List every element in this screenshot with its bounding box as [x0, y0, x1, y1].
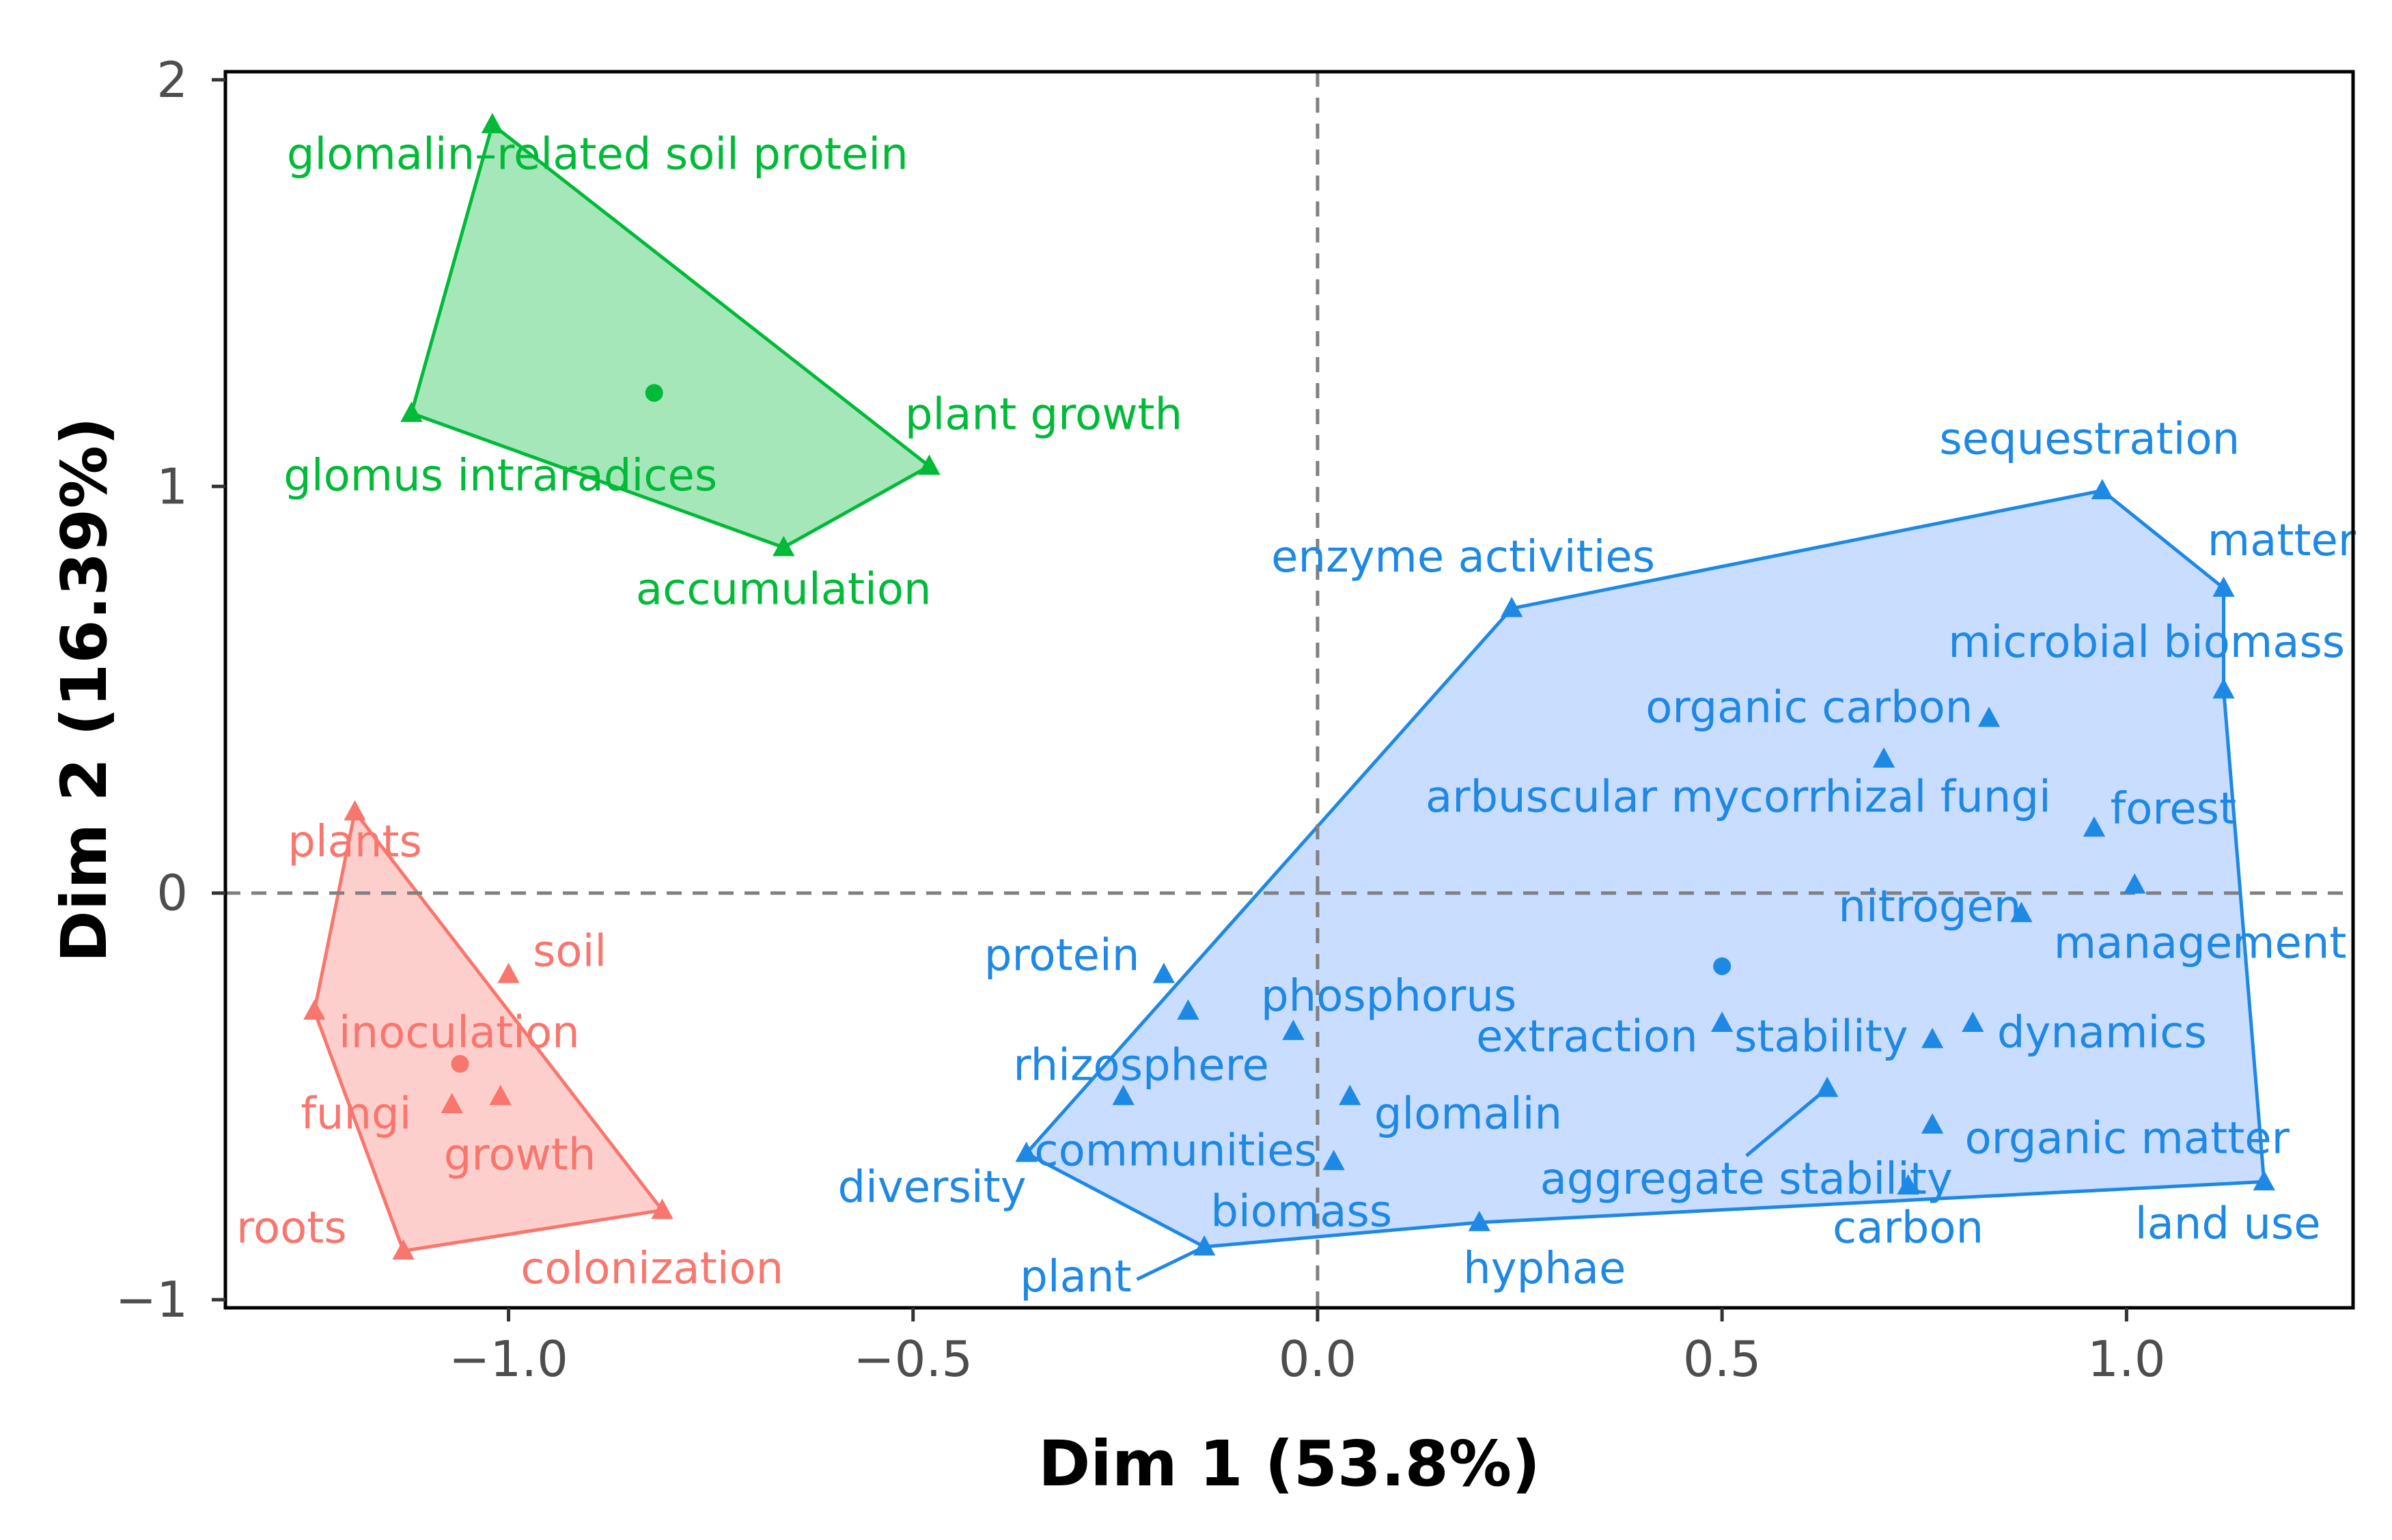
cluster-2-centroid — [645, 384, 663, 402]
point-label-soil: soil — [533, 927, 607, 977]
point-label-arbuscular-mycorrhizal-fungi: arbuscular mycorrhizal fungi — [1426, 772, 2051, 822]
point-label-organic-matter: organic matter — [1964, 1113, 2290, 1164]
point-marker-management — [2010, 901, 2033, 923]
point-label-nitrogen: nitrogen — [1838, 882, 2021, 932]
plot-panel-border — [223, 70, 2355, 1310]
point-marker-nitrogen — [2124, 873, 2146, 894]
point-label-hyphae: hyphae — [1463, 1244, 1626, 1294]
point-label-glomalin-related-soil-protein: glomalin–related soil protein — [287, 130, 908, 180]
point-marker-land-use — [2253, 1170, 2275, 1191]
point-labels: plants soil inoculation fungi growth coloniza… — [236, 130, 2356, 1302]
x-tick-label: 0.0 — [1279, 1330, 1357, 1388]
point-label-stability: stability — [1734, 1012, 1908, 1063]
point-label-accumulation: accumulation — [636, 565, 932, 615]
point-label-glomus-intraradices: glomus intraradices — [283, 451, 717, 501]
x-tick-label: 0.5 — [1683, 1330, 1762, 1388]
point-label-matter: matter — [2208, 516, 2356, 566]
point-marker-hyphae — [1468, 1210, 1490, 1231]
y-tick-label: 1 — [156, 458, 188, 515]
cluster-hulls — [312, 122, 2266, 1253]
point-marker-glomalin-related-soil-protein — [481, 113, 504, 134]
point-marker-organic-carbon — [1977, 706, 2001, 727]
point-label-colonization: colonization — [520, 1244, 783, 1294]
point-label-plants: plants — [288, 817, 422, 867]
data-points — [303, 113, 2275, 1260]
point-marker-organic-matter — [1921, 1113, 1944, 1134]
point-label-extraction: extraction — [1476, 1012, 1698, 1063]
point-marker-microbial-biomass — [2212, 678, 2235, 699]
point-marker-sequestration — [2091, 479, 2113, 500]
point-marker-matter — [2212, 576, 2235, 597]
point-marker-stability — [1921, 1028, 1944, 1048]
y-tick-label: 2 — [156, 51, 188, 109]
point-label-enzyme-activities: enzyme activities — [1271, 532, 1655, 583]
point-label-growth: growth — [444, 1130, 596, 1180]
point-marker-rhizosphere — [1177, 999, 1199, 1020]
y-tick-label: 0 — [156, 865, 188, 922]
point-label-organic-carbon: organic carbon — [1645, 682, 1973, 733]
point-marker-glomalin — [1339, 1084, 1361, 1106]
point-marker-phosphorus — [1282, 1020, 1305, 1040]
point-marker-extraction — [1711, 1011, 1734, 1032]
point-marker-accumulation — [773, 535, 795, 557]
point-marker-colonization — [651, 1199, 673, 1219]
point-label-fungi: fungi — [301, 1089, 411, 1140]
point-label-management: management — [2054, 919, 2347, 969]
point-marker-fungi — [441, 1093, 463, 1114]
point-label-phosphorus: phosphorus — [1261, 971, 1516, 1022]
point-marker-dynamics — [1962, 1011, 1984, 1032]
point-label-inoculation: inoculation — [339, 1008, 580, 1059]
point-label-glomalin: glomalin — [1374, 1089, 1562, 1140]
point-label-protein: protein — [984, 931, 1140, 981]
reference-lines — [225, 72, 2353, 1308]
point-label-aggregate-stability: aggregate stability — [1540, 1154, 1953, 1205]
point-marker-plant-growth — [918, 454, 941, 475]
point-marker-forest — [2083, 816, 2106, 837]
point-marker-arbuscular-mycorrhizal-fungi — [1872, 747, 1895, 768]
point-label-land-use: land use — [2135, 1199, 2321, 1249]
cluster-1-centroid — [451, 1054, 469, 1073]
axis-ticks: −1.0 −0.5 0.0 0.5 1.0 −1 0 1 2 — [115, 51, 2166, 1388]
point-label-biomass: biomass — [1210, 1187, 1392, 1237]
y-tick-label: −1 — [115, 1271, 188, 1328]
point-marker-roots — [392, 1239, 415, 1260]
point-marker-plants — [344, 800, 366, 821]
point-label-plant-growth: plant growth — [905, 390, 1182, 440]
point-marker-protein — [1152, 962, 1176, 983]
leader-line-plant — [1136, 1245, 1206, 1281]
point-marker-carbon — [1897, 1174, 1919, 1195]
x-tick-label: −1.0 — [449, 1330, 568, 1388]
point-label-communities: communities — [1034, 1125, 1317, 1176]
y-axis-title: Dim 2 (16.39%) — [48, 417, 121, 962]
x-tick-label: −0.5 — [853, 1330, 973, 1388]
x-tick-label: 1.0 — [2087, 1330, 2166, 1388]
point-marker-growth — [489, 1084, 512, 1106]
point-marker-diversity — [1015, 1141, 1038, 1162]
point-label-roots: roots — [236, 1203, 347, 1253]
point-label-plant: plant — [1020, 1252, 1131, 1302]
point-marker-biomass — [1322, 1149, 1345, 1171]
point-label-sequestration: sequestration — [1939, 414, 2240, 464]
point-marker-enzyme-activities — [1501, 596, 1523, 617]
leader-line-aggregate-stability — [1745, 1087, 1828, 1158]
x-axis-title: Dim 1 (53.8%) — [1038, 1427, 1540, 1500]
point-marker-communities — [1112, 1084, 1135, 1106]
point-marker-glomus-intraradices — [400, 402, 423, 422]
point-label-diversity: diversity — [838, 1162, 1027, 1213]
point-label-forest: forest — [2111, 784, 2236, 835]
point-label-rhizosphere: rhizosphere — [1013, 1040, 1268, 1091]
point-label-dynamics: dynamics — [1997, 1008, 2207, 1059]
point-label-microbial-biomass: microbial biomass — [1948, 617, 2345, 668]
point-marker-inoculation — [303, 999, 326, 1020]
point-label-carbon: carbon — [1833, 1203, 1984, 1253]
point-marker-soil — [497, 962, 520, 983]
cluster-3-centroid — [1713, 957, 1732, 975]
